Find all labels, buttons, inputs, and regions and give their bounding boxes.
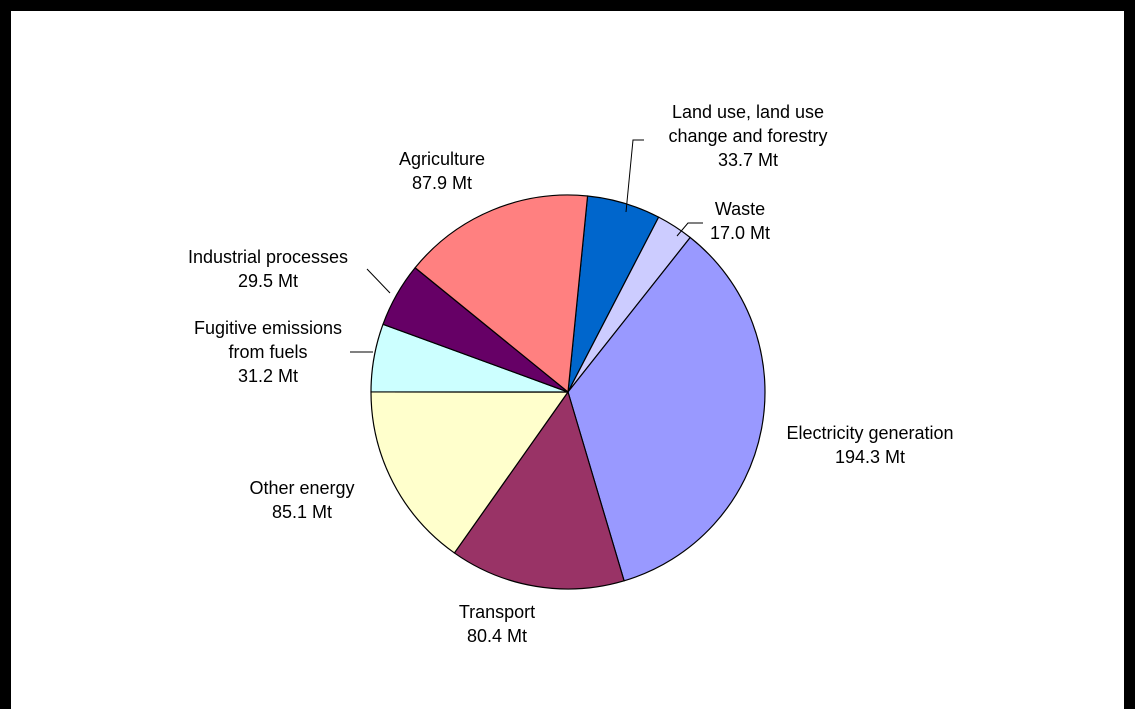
leader-line	[625, 139, 644, 213]
slice-value: 17.0 Mt	[710, 223, 770, 243]
slice-value: 87.9 Mt	[412, 173, 472, 193]
slice-value: 29.5 Mt	[238, 271, 298, 291]
pie-slice	[453, 391, 625, 590]
slice-value: 33.7 Mt	[718, 150, 778, 170]
slice-category: Fugitive emissions	[194, 318, 342, 338]
slice-label: Land use, land use change and forestry 33.…	[668, 102, 827, 170]
slice-value: 194.3 Mt	[835, 447, 905, 467]
slice-category: Agriculture	[399, 149, 485, 169]
slice-value: 31.2 Mt	[238, 366, 298, 386]
slice-category: Transport	[459, 602, 535, 622]
slice-label: Transport 80.4 Mt	[459, 602, 535, 646]
slice-label: Agriculture 87.9 Mt	[399, 149, 485, 193]
pie-slice	[414, 194, 589, 393]
slice-category: from fuels	[228, 342, 307, 362]
slice-category: change and forestry	[668, 126, 827, 146]
pie-slice	[370, 391, 569, 554]
slice-label: Waste 17.0 Mt	[710, 199, 770, 243]
leader-line	[366, 268, 391, 294]
pie-slice	[567, 236, 766, 582]
slice-label: Electricity generation 194.3 Mt	[786, 423, 953, 467]
slice-category: Land use, land use	[672, 102, 824, 122]
slice-label: Industrial processes 29.5 Mt	[188, 247, 348, 291]
slice-value: 80.4 Mt	[467, 626, 527, 646]
slice-category: Industrial processes	[188, 247, 348, 267]
slice-label: Fugitive emissions from fuels 31.2 Mt	[194, 318, 342, 386]
slice-value: 85.1 Mt	[272, 502, 332, 522]
slice-label: Other energy 85.1 Mt	[249, 478, 354, 522]
slice-category: Waste	[715, 199, 765, 219]
slice-category: Electricity generation	[786, 423, 953, 443]
leader-line	[676, 222, 703, 237]
slice-category: Other energy	[249, 478, 354, 498]
